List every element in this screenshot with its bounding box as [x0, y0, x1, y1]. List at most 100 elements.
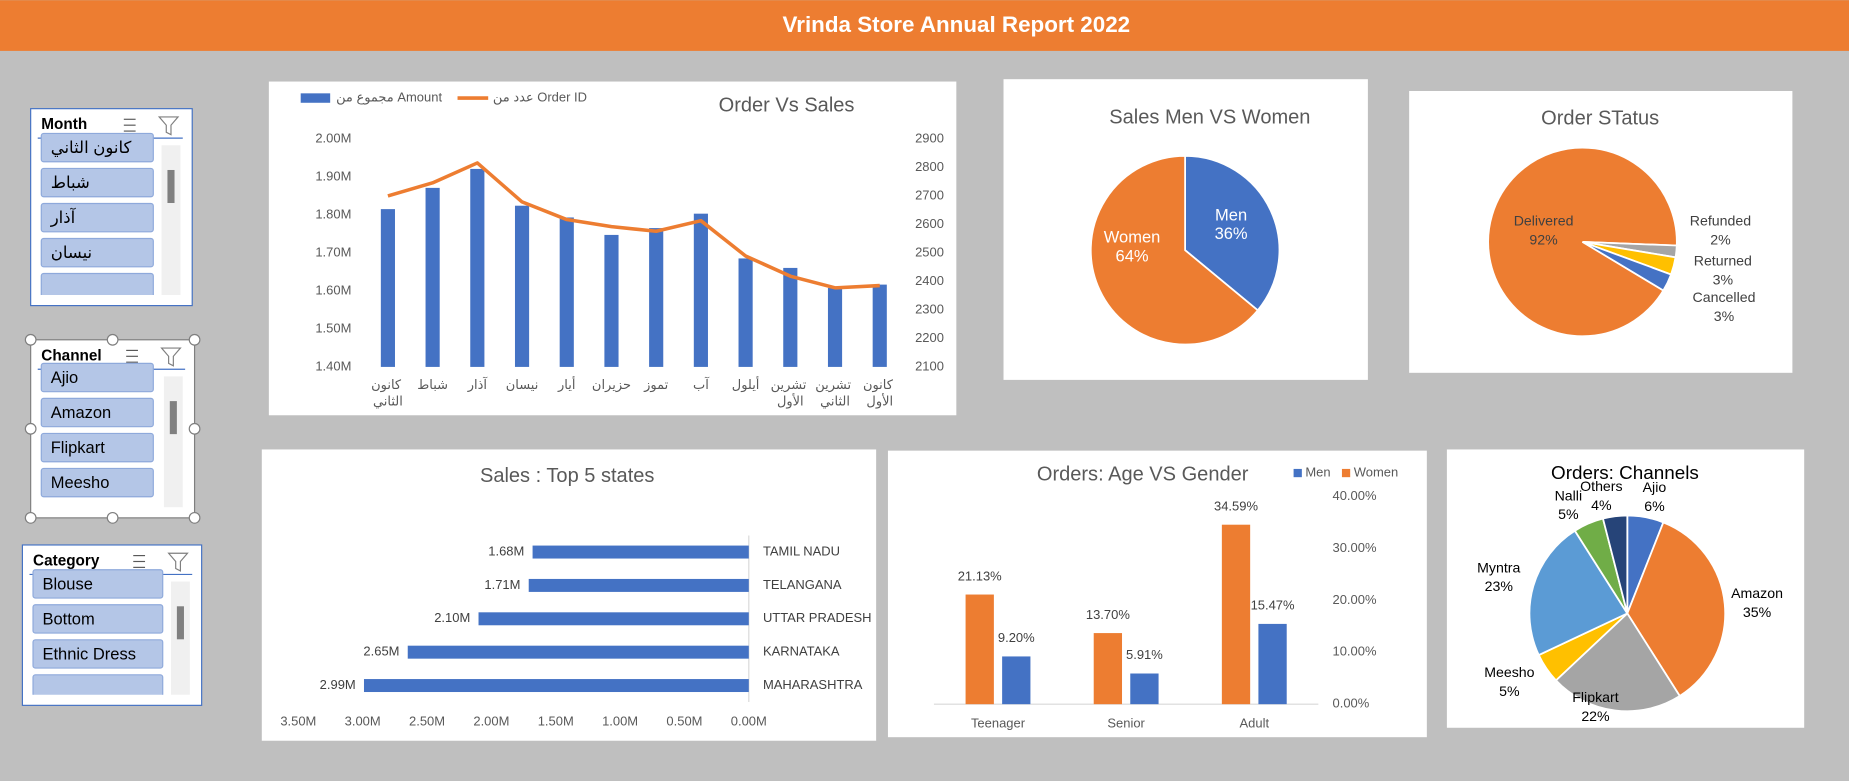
y2-tick-label: 2300 — [915, 301, 944, 316]
slicer-item-label: شباط — [51, 174, 90, 192]
value-label: 21.13% — [958, 568, 1002, 583]
x-tick-label: آذار — [467, 377, 489, 393]
slice-value-label: 92% — [1529, 231, 1558, 247]
x-tick-label: تشرين الأول — [771, 377, 810, 410]
bar — [693, 213, 708, 367]
pie-slice — [1089, 154, 1260, 346]
slicer-items: كانون الثاني شباط آذار نيسان — [40, 132, 154, 302]
y-tick-label: 10.00% — [1333, 644, 1377, 659]
selection-handle[interactable] — [188, 422, 201, 435]
legend-label: Women — [1354, 464, 1398, 479]
slicer-item-label: Amazon — [51, 404, 112, 422]
selection-handle[interactable] — [188, 511, 201, 524]
bar — [783, 267, 798, 367]
bar — [380, 209, 395, 367]
pie-slice — [1626, 521, 1727, 698]
value-label: 34.59% — [1214, 498, 1258, 513]
slice-label: Nalli — [1555, 487, 1583, 503]
pie-slice — [1528, 529, 1629, 657]
slicer-item[interactable] — [32, 569, 164, 599]
slicer-item[interactable] — [40, 272, 154, 302]
slicer-item-label: Flipkart — [51, 439, 106, 457]
slicer-item[interactable] — [32, 604, 164, 634]
x-tick-label: 1.50M — [538, 713, 574, 728]
x-tick-label: تشرين الثاني — [815, 377, 854, 409]
y-tick-label: TELANGANA — [763, 577, 842, 592]
slice-value-label: 5% — [1499, 683, 1520, 699]
y-tick-label: 30.00% — [1333, 540, 1377, 555]
x-tick-label: 0.00M — [731, 713, 767, 728]
x-tick-label: 0.50M — [666, 713, 702, 728]
x-tick-label: Teenager — [971, 716, 1026, 731]
x-tick-label: حزيران — [592, 377, 631, 393]
x-tick-label: نيسان — [506, 377, 539, 392]
y-tick-label: 20.00% — [1333, 592, 1377, 607]
bar — [1130, 673, 1159, 705]
scrollbar-thumb[interactable] — [167, 169, 175, 204]
selection-handle[interactable] — [188, 333, 201, 346]
slicer-item[interactable] — [40, 237, 154, 268]
legend-label: عدد من Order ID — [493, 89, 587, 105]
clear-filter-icon[interactable] — [167, 552, 189, 572]
x-tick-label: 3.50M — [280, 713, 316, 728]
bar — [425, 187, 440, 367]
selection-handle[interactable] — [106, 511, 119, 524]
slicer-item[interactable] — [40, 467, 154, 498]
slicer-item[interactable] — [40, 397, 154, 428]
slicer-item[interactable] — [40, 132, 154, 163]
scrollbar-thumb[interactable] — [176, 606, 184, 640]
scrollbar-thumb[interactable] — [169, 401, 177, 435]
selection-handle[interactable] — [106, 333, 119, 346]
line — [387, 161, 880, 290]
bar — [532, 545, 749, 559]
slicer-items: Blouse Bottom Ethnic Dress — [32, 569, 164, 703]
chart-title: Sales : Top 5 states — [480, 465, 654, 487]
value-label: 2.99M — [320, 677, 356, 692]
value-label: 1.68M — [488, 543, 524, 558]
value-label: 15.47% — [1251, 598, 1295, 613]
selection-handle[interactable] — [24, 511, 37, 524]
legend-label: مجموع من Amount — [336, 89, 442, 105]
slicer-item[interactable] — [40, 167, 154, 198]
bar — [604, 234, 619, 367]
selection-handle[interactable] — [24, 333, 37, 346]
x-tick-label: كانون الثاني — [371, 377, 405, 409]
bar — [478, 612, 749, 626]
slicer-item[interactable] — [40, 432, 154, 463]
y-tick-label: 1.70M — [315, 245, 351, 260]
chart-title: Orders: Channels — [1551, 462, 1699, 483]
x-tick-label: كانون الأول — [863, 377, 897, 410]
slicer-title: Month — [41, 116, 87, 133]
bar — [1002, 656, 1031, 705]
x-tick-label: آب — [693, 377, 710, 392]
y-tick-label: UTTAR PRADESH — [763, 610, 872, 625]
x-tick-label: Senior — [1107, 716, 1145, 731]
legend-swatch — [300, 93, 331, 103]
selection-handle[interactable] — [24, 422, 37, 435]
y-tick-label: MAHARASHTRA — [763, 677, 863, 692]
bar — [528, 578, 749, 592]
x-tick-label: Adult — [1240, 716, 1270, 731]
chart-title: Order Vs Sales — [719, 95, 855, 117]
slicer-item[interactable] — [40, 202, 154, 233]
slice-label: Men — [1215, 206, 1247, 224]
slicer-items: Ajio Amazon Flipkart Meesho — [40, 362, 154, 498]
slicer-item[interactable] — [40, 362, 154, 393]
y-tick-label: 0.00% — [1333, 696, 1370, 711]
clear-filter-icon[interactable] — [157, 116, 180, 136]
scrollbar — [161, 145, 181, 295]
y2-tick-label: 2400 — [915, 273, 944, 288]
x-tick-label: 3.00M — [345, 713, 381, 728]
slice-label: Returned — [1694, 253, 1752, 269]
legend-swatch — [1293, 468, 1302, 478]
slice-value-label: 2% — [1710, 231, 1731, 247]
y2-tick-label: 2900 — [915, 131, 944, 146]
slicer-item[interactable] — [32, 674, 164, 703]
slicer-item[interactable] — [32, 639, 164, 669]
y-tick-label: 1.80M — [315, 207, 351, 222]
slicer-item-label: آذار — [50, 208, 77, 228]
clear-filter-icon[interactable] — [160, 347, 182, 367]
slicer-item-label: Ethnic Dress — [42, 645, 136, 663]
